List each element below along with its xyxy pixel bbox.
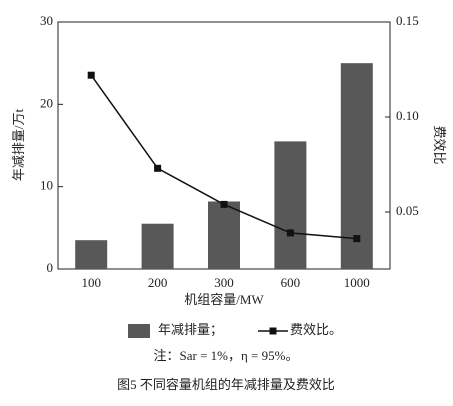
marker: [286, 229, 294, 237]
legend-label: 费效比。: [290, 322, 342, 337]
legend-label: 年减排量；: [158, 322, 223, 338]
legend-swatch: [128, 324, 150, 338]
y2-tick-label: 0.10: [396, 108, 419, 123]
bar: [274, 141, 307, 269]
marker: [353, 235, 361, 243]
marker: [220, 200, 228, 208]
legend-marker: [269, 327, 277, 335]
y2-tick-label: 0.15: [396, 13, 419, 28]
x-tick-label: 100: [81, 275, 101, 290]
marker: [154, 164, 162, 172]
caption: 图5 不同容量机组的年减排量及费效比: [117, 377, 335, 392]
x-tick-label: 1000: [344, 275, 370, 290]
x-axis-title: 机组容量/MW: [184, 292, 264, 307]
bar: [141, 223, 174, 269]
note: 注：Sar = 1%，η = 95%。: [154, 348, 299, 363]
x-tick-label: 600: [281, 275, 301, 290]
y-tick-label: 10: [40, 178, 53, 193]
x-tick-label: 200: [148, 275, 168, 290]
y2-tick-label: 0.05: [396, 203, 419, 218]
bar: [75, 240, 108, 269]
bar: [340, 63, 373, 269]
y-tick-label: 30: [40, 13, 53, 28]
y-tick-label: 0: [47, 260, 54, 275]
y2-axis-title: 费效比: [432, 125, 447, 164]
marker: [87, 71, 95, 79]
x-tick-label: 300: [214, 275, 234, 290]
bar: [208, 201, 240, 269]
y-tick-label: 20: [40, 95, 53, 110]
y-axis-title: 年减排量/万t: [11, 109, 26, 182]
